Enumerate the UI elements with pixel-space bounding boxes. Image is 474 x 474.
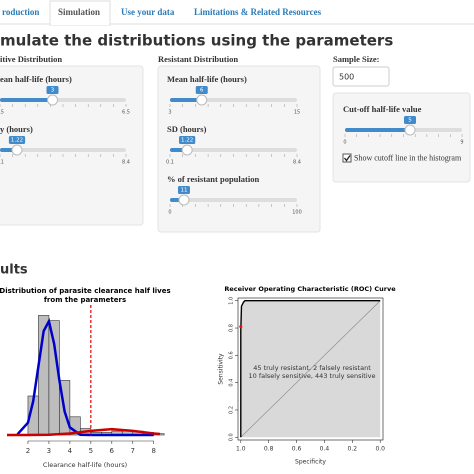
x-tick-label: 0.0 <box>375 446 385 453</box>
slider-min: 0 <box>343 140 346 146</box>
panel <box>332 92 471 183</box>
heading: mulate the distributions using the param… <box>0 32 393 50</box>
checkbox[interactable] <box>342 153 352 163</box>
x-tick-label: 6 <box>110 447 115 455</box>
x-tick-label: 7 <box>131 447 135 455</box>
slider-handle[interactable] <box>47 94 58 106</box>
slider-fill <box>0 98 53 102</box>
slider-min: 0 <box>168 210 171 216</box>
x-tick-label: 2 <box>26 447 30 455</box>
slider-label: ean half-life (hours) <box>0 74 72 84</box>
slider-bubble <box>46 86 59 94</box>
slider-fill <box>345 128 410 132</box>
y-tick-label: 0.4 <box>229 379 235 387</box>
slider-bubble <box>404 116 416 124</box>
slider-track <box>0 148 126 152</box>
slider-max: 100 <box>292 210 302 216</box>
chart-title: Receiver Operating Characteristic (ROC) … <box>224 285 396 293</box>
input-label: Sample Size: <box>333 54 380 64</box>
x-tick-label: 3 <box>47 447 51 455</box>
tab[interactable]: roduction <box>2 7 39 17</box>
slider-min: 0.1 <box>166 160 174 166</box>
slider-min: 0.5 <box>0 110 4 116</box>
slider-label: SD (hours) <box>167 124 207 134</box>
annotation: 45 truly resistant, 2 falsely resistant <box>253 364 371 372</box>
y-axis-label: Sensitivity <box>218 353 225 385</box>
panel <box>0 65 144 226</box>
slider-track <box>170 198 297 202</box>
slider-track <box>170 148 297 152</box>
slider-handle[interactable] <box>178 194 190 206</box>
diagonal <box>240 300 381 438</box>
plot-box <box>237 297 384 441</box>
y-tick-label: 0.2 <box>229 406 235 414</box>
slider-min: 0.1 <box>0 160 4 166</box>
tab[interactable]: Simulation <box>58 7 100 17</box>
x-tick-label: 0.8 <box>264 446 274 453</box>
y-tick-label: 1.0 <box>229 297 235 305</box>
annotation: 10 falsely sensitive, 443 truly sensitiv… <box>249 372 376 380</box>
slider-min: 3 <box>168 110 171 116</box>
x-axis-label: Specificity <box>295 459 326 466</box>
slider-label: % of resistant population <box>167 174 259 184</box>
slider-value: 6 <box>200 88 204 94</box>
slider-max: 8.4 <box>293 160 301 166</box>
tab[interactable]: Use your data <box>121 7 175 17</box>
threshold-point <box>239 325 243 329</box>
x-tick-label: 4 <box>68 447 73 455</box>
slider-value: 1.22 <box>11 138 23 144</box>
slider-value: 11 <box>180 188 187 194</box>
results-heading: ults <box>0 263 28 278</box>
x-tick-label: 1.0 <box>236 446 246 453</box>
x-tick-label: 8 <box>151 447 155 455</box>
slider-value: 1.22 <box>181 138 193 144</box>
slider-value: 5 <box>408 118 412 124</box>
x-tick-label: 0.2 <box>348 446 358 453</box>
slider-max: 15 <box>294 110 300 116</box>
panel-title: itive Distribution <box>0 54 62 64</box>
y-tick-label: 0.6 <box>229 351 235 359</box>
slider-bubble <box>179 136 196 144</box>
slider-handle[interactable] <box>404 124 416 136</box>
x-tick-label: 0.4 <box>320 446 330 453</box>
plot-bg <box>0 278 200 474</box>
slider-fill <box>170 98 202 102</box>
slider-bubble <box>195 86 208 94</box>
panel-title: Resistant Distribution <box>158 54 238 64</box>
slider-max: 6.5 <box>122 110 130 116</box>
slider-max: 9 <box>460 140 463 146</box>
slider-max: 8.4 <box>122 160 130 166</box>
roc-curve <box>240 300 381 438</box>
slider-value: 3 <box>51 88 55 94</box>
slider-handle[interactable] <box>181 144 193 156</box>
x-tick-label: 0.6 <box>292 446 302 453</box>
tab[interactable]: Limitations & Related Resources <box>194 7 322 17</box>
slider-handle[interactable] <box>196 94 208 106</box>
x-axis-label: Clearance half-life (hours) <box>43 461 127 469</box>
slider-label: Mean half-life (hours) <box>167 74 247 84</box>
input-box[interactable] <box>332 66 390 87</box>
density-curve <box>16 317 154 437</box>
slider-bubble <box>177 186 190 194</box>
chart-title: Distribution of parasite clearance half … <box>0 287 171 295</box>
slider-handle[interactable] <box>11 144 23 156</box>
checkbox-label[interactable]: Show cutoff line in the histogram <box>354 153 462 162</box>
y-tick-label: 0.0 <box>229 433 235 441</box>
slider-bubble <box>8 136 26 144</box>
chart-title: from the parameters <box>44 296 126 304</box>
panel-title: Cut-off half-life value <box>343 104 422 114</box>
check <box>343 155 351 162</box>
x-tick-label: 5 <box>89 447 93 455</box>
input-value[interactable]: 500 <box>339 73 354 82</box>
slider-label: y (hours) <box>0 124 33 134</box>
y-tick-label: 0.8 <box>229 324 235 332</box>
